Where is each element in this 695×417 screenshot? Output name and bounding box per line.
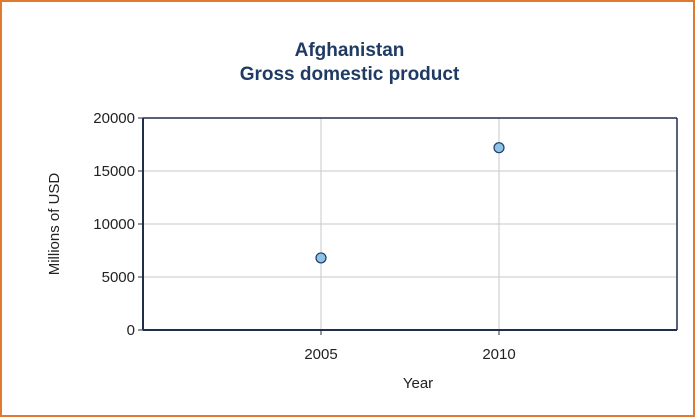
x-axis-title: Year xyxy=(403,375,433,392)
y-tick-label: 15000 xyxy=(93,163,135,180)
y-axis-title: Millions of USD xyxy=(46,173,63,276)
y-tick-label: 5000 xyxy=(102,269,135,286)
chart-subtitle: Gross domestic product xyxy=(239,64,460,85)
data-point xyxy=(493,142,505,154)
y-tick-label: 20000 xyxy=(93,110,135,127)
y-tick-label: 10000 xyxy=(93,216,135,233)
x-tick-label: 2010 xyxy=(482,346,515,363)
chart-title: Afghanistan xyxy=(294,40,405,61)
y-tick-label: 0 xyxy=(127,322,135,339)
data-point xyxy=(315,252,327,264)
x-tick-label: 2005 xyxy=(304,346,337,363)
